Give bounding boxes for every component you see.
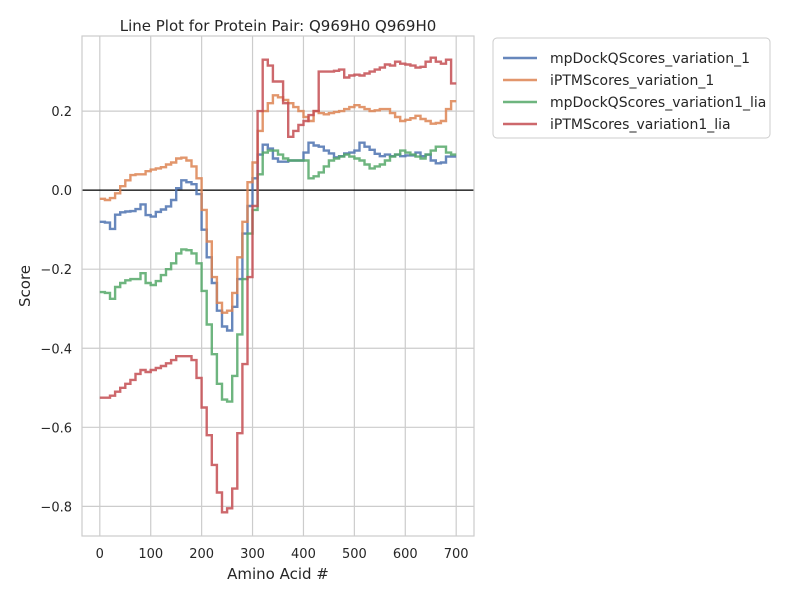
legend-box: [492, 37, 771, 139]
y-tick-label: 0.0: [51, 184, 72, 199]
x-tick-labels: 0 100 200 300 400 500 600 700: [96, 547, 469, 562]
series-lines: [99, 56, 457, 514]
x-tick-label: 500: [342, 547, 367, 562]
legend-label: iPTMScores_variation1_lia: [550, 117, 731, 133]
chart-title: Line Plot for Protein Pair: Q969H0 Q969H…: [120, 17, 437, 35]
y-tick-label: −0.8: [40, 500, 72, 515]
y-tick-label: −0.4: [40, 342, 72, 357]
y-tick-label: −0.2: [40, 263, 72, 278]
x-tick-label: 600: [393, 547, 418, 562]
legend-label: mpDockQScores_variation_1: [550, 51, 750, 67]
legend-label: iPTMScores_variation_1: [550, 73, 714, 89]
y-axis-label: Score: [16, 265, 34, 307]
x-tick-label: 200: [189, 547, 214, 562]
legend: mpDockQScores_variation_1 iPTMScores_vari…: [492, 37, 771, 139]
y-tick-label: 0.2: [51, 105, 72, 120]
series-line-4: [99, 56, 457, 514]
plot-frame: [81, 35, 475, 537]
y-tick-labels: −0.8 −0.6 −0.4 −0.2 0.0 0.2: [40, 105, 72, 515]
series-line-2: [99, 94, 457, 314]
legend-label: mpDockQScores_variation1_lia: [550, 95, 766, 111]
x-tick-label: 400: [291, 547, 316, 562]
x-tick-label: 100: [138, 547, 163, 562]
y-tick-label: −0.6: [40, 421, 72, 436]
x-tick-label: 300: [240, 547, 265, 562]
x-tick-label: 0: [96, 547, 104, 562]
x-tick-label: 700: [444, 547, 469, 562]
series-line-3: [99, 145, 457, 403]
x-axis-label: Amino Acid #: [227, 565, 329, 583]
